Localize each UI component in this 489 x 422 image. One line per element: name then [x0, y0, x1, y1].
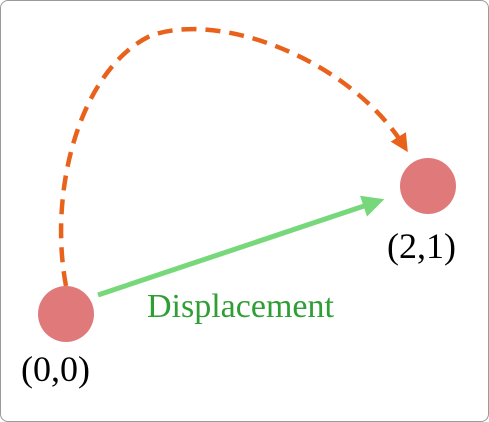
displacement-label: Displacement [147, 288, 334, 325]
start-point-label: (0,0) [21, 349, 90, 389]
start-point-dot [38, 286, 94, 342]
displacement-arrow [97, 195, 385, 298]
end-point-label: (2,1) [387, 226, 456, 266]
end-point-dot [400, 158, 456, 214]
